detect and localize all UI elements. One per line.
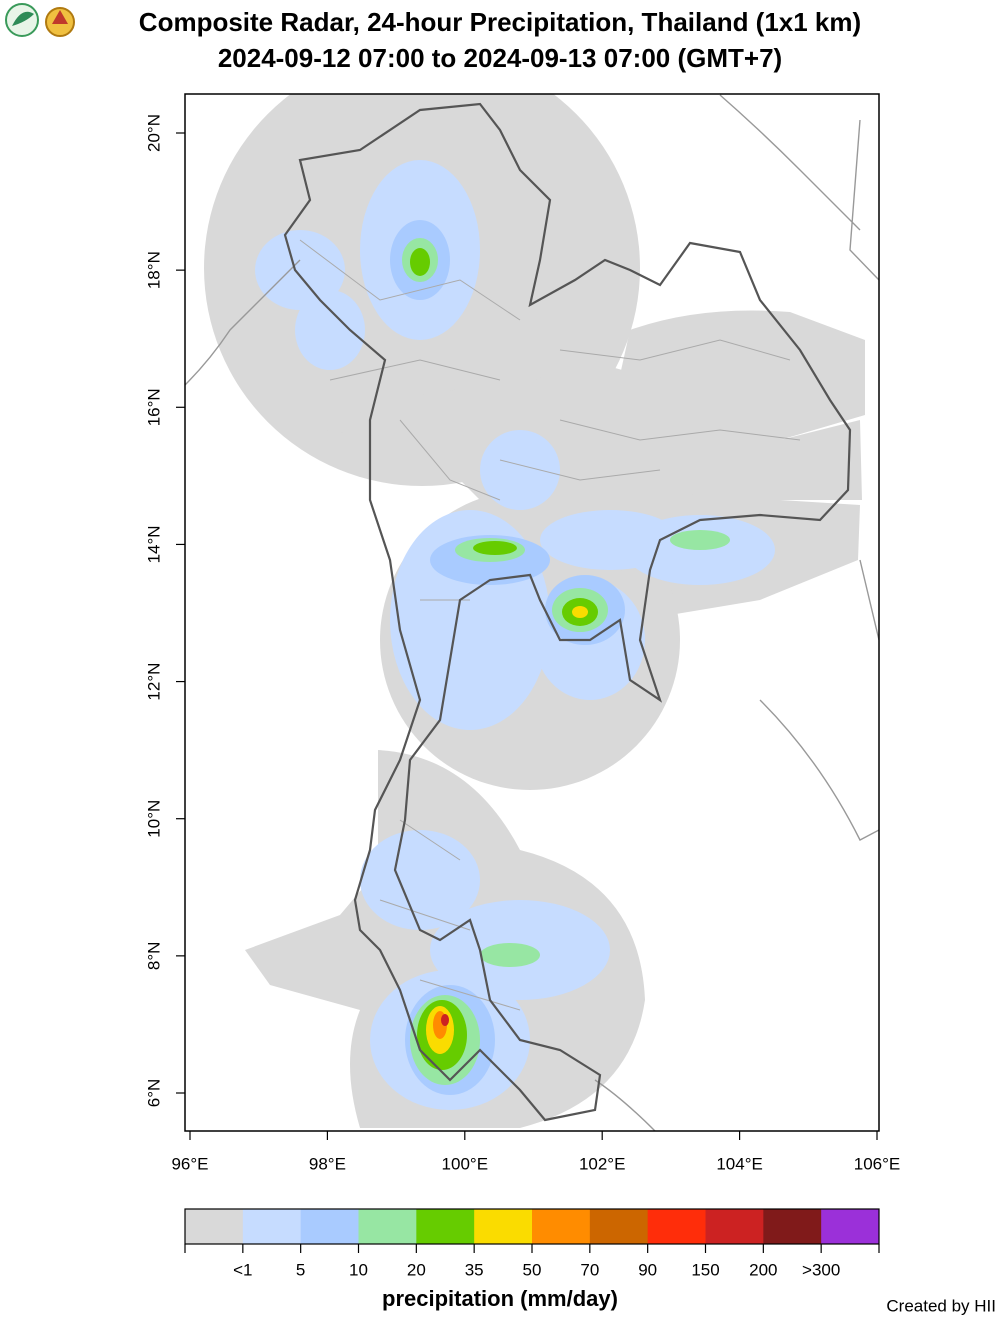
credit: Created by HII [886, 1296, 996, 1315]
colorbar-label: 5 [296, 1260, 305, 1279]
x-tick-label: 102°E [579, 1154, 626, 1173]
x-tick-label: 106°E [854, 1154, 901, 1173]
colorbar-label: 20 [407, 1260, 426, 1279]
colorbar: <1 5 10 20 35 50 70 90 150 200 >300 [184, 1208, 880, 1279]
colorbar-swatch [416, 1209, 475, 1244]
colorbar-swatch [647, 1209, 706, 1244]
subtitle: 2024-09-12 07:00 to 2024-09-13 07:00 (GM… [218, 43, 782, 73]
colorbar-swatch [300, 1209, 359, 1244]
logos [5, 3, 75, 37]
colorbar-swatch [358, 1209, 417, 1244]
colorbar-label: 35 [465, 1260, 484, 1279]
colorbar-label: <1 [233, 1260, 252, 1279]
colorbar-label: 70 [580, 1260, 599, 1279]
x-tick-label: 104°E [716, 1154, 763, 1173]
colorbar-label: 50 [523, 1260, 542, 1279]
precip-extreme [441, 1014, 449, 1026]
colorbar-swatch [589, 1209, 649, 1244]
y-tick-label: 12°N [144, 663, 163, 701]
colorbar-title: precipitation (mm/day) [382, 1286, 618, 1311]
colorbar-label: 90 [638, 1260, 657, 1279]
coastline [185, 94, 879, 1131]
colorbar-swatch [763, 1209, 822, 1244]
x-tick-label: 100°E [442, 1154, 489, 1173]
colorbar-label: 200 [749, 1260, 777, 1279]
y-tick-label: 14°N [144, 525, 163, 563]
colorbar-label: 10 [349, 1260, 368, 1279]
y-tick-label: 16°N [144, 388, 163, 426]
x-tick-label: 96°E [171, 1154, 208, 1173]
province-border [299, 239, 801, 1011]
title: Composite Radar, 24-hour Precipitation, … [139, 7, 861, 37]
y-tick-label: 20°N [144, 114, 163, 152]
y-tick-label: 8°N [144, 942, 163, 971]
map [185, 94, 879, 1131]
colorbar-swatch [474, 1209, 533, 1244]
country-border [283, 102, 852, 1122]
colorbar-swatch [185, 1209, 244, 1244]
map-frame [184, 93, 880, 1132]
colorbar-swatch [242, 1209, 302, 1244]
colorbar-swatch [532, 1209, 591, 1244]
colorbar-label: 150 [691, 1260, 719, 1279]
y-tick-label: 18°N [144, 251, 163, 289]
colorbar-swatch [821, 1209, 880, 1244]
x-tick-label: 98°E [309, 1154, 346, 1173]
y-tick-label: 6°N [144, 1079, 163, 1108]
axis-ticks: 96°E 98°E 100°E 102°E 104°E 106°E 6°N 8°N 10°N 12… [144, 114, 900, 1173]
y-tick-label: 10°N [144, 800, 163, 838]
colorbar-label: >300 [802, 1260, 840, 1279]
colorbar-swatch [705, 1209, 764, 1244]
